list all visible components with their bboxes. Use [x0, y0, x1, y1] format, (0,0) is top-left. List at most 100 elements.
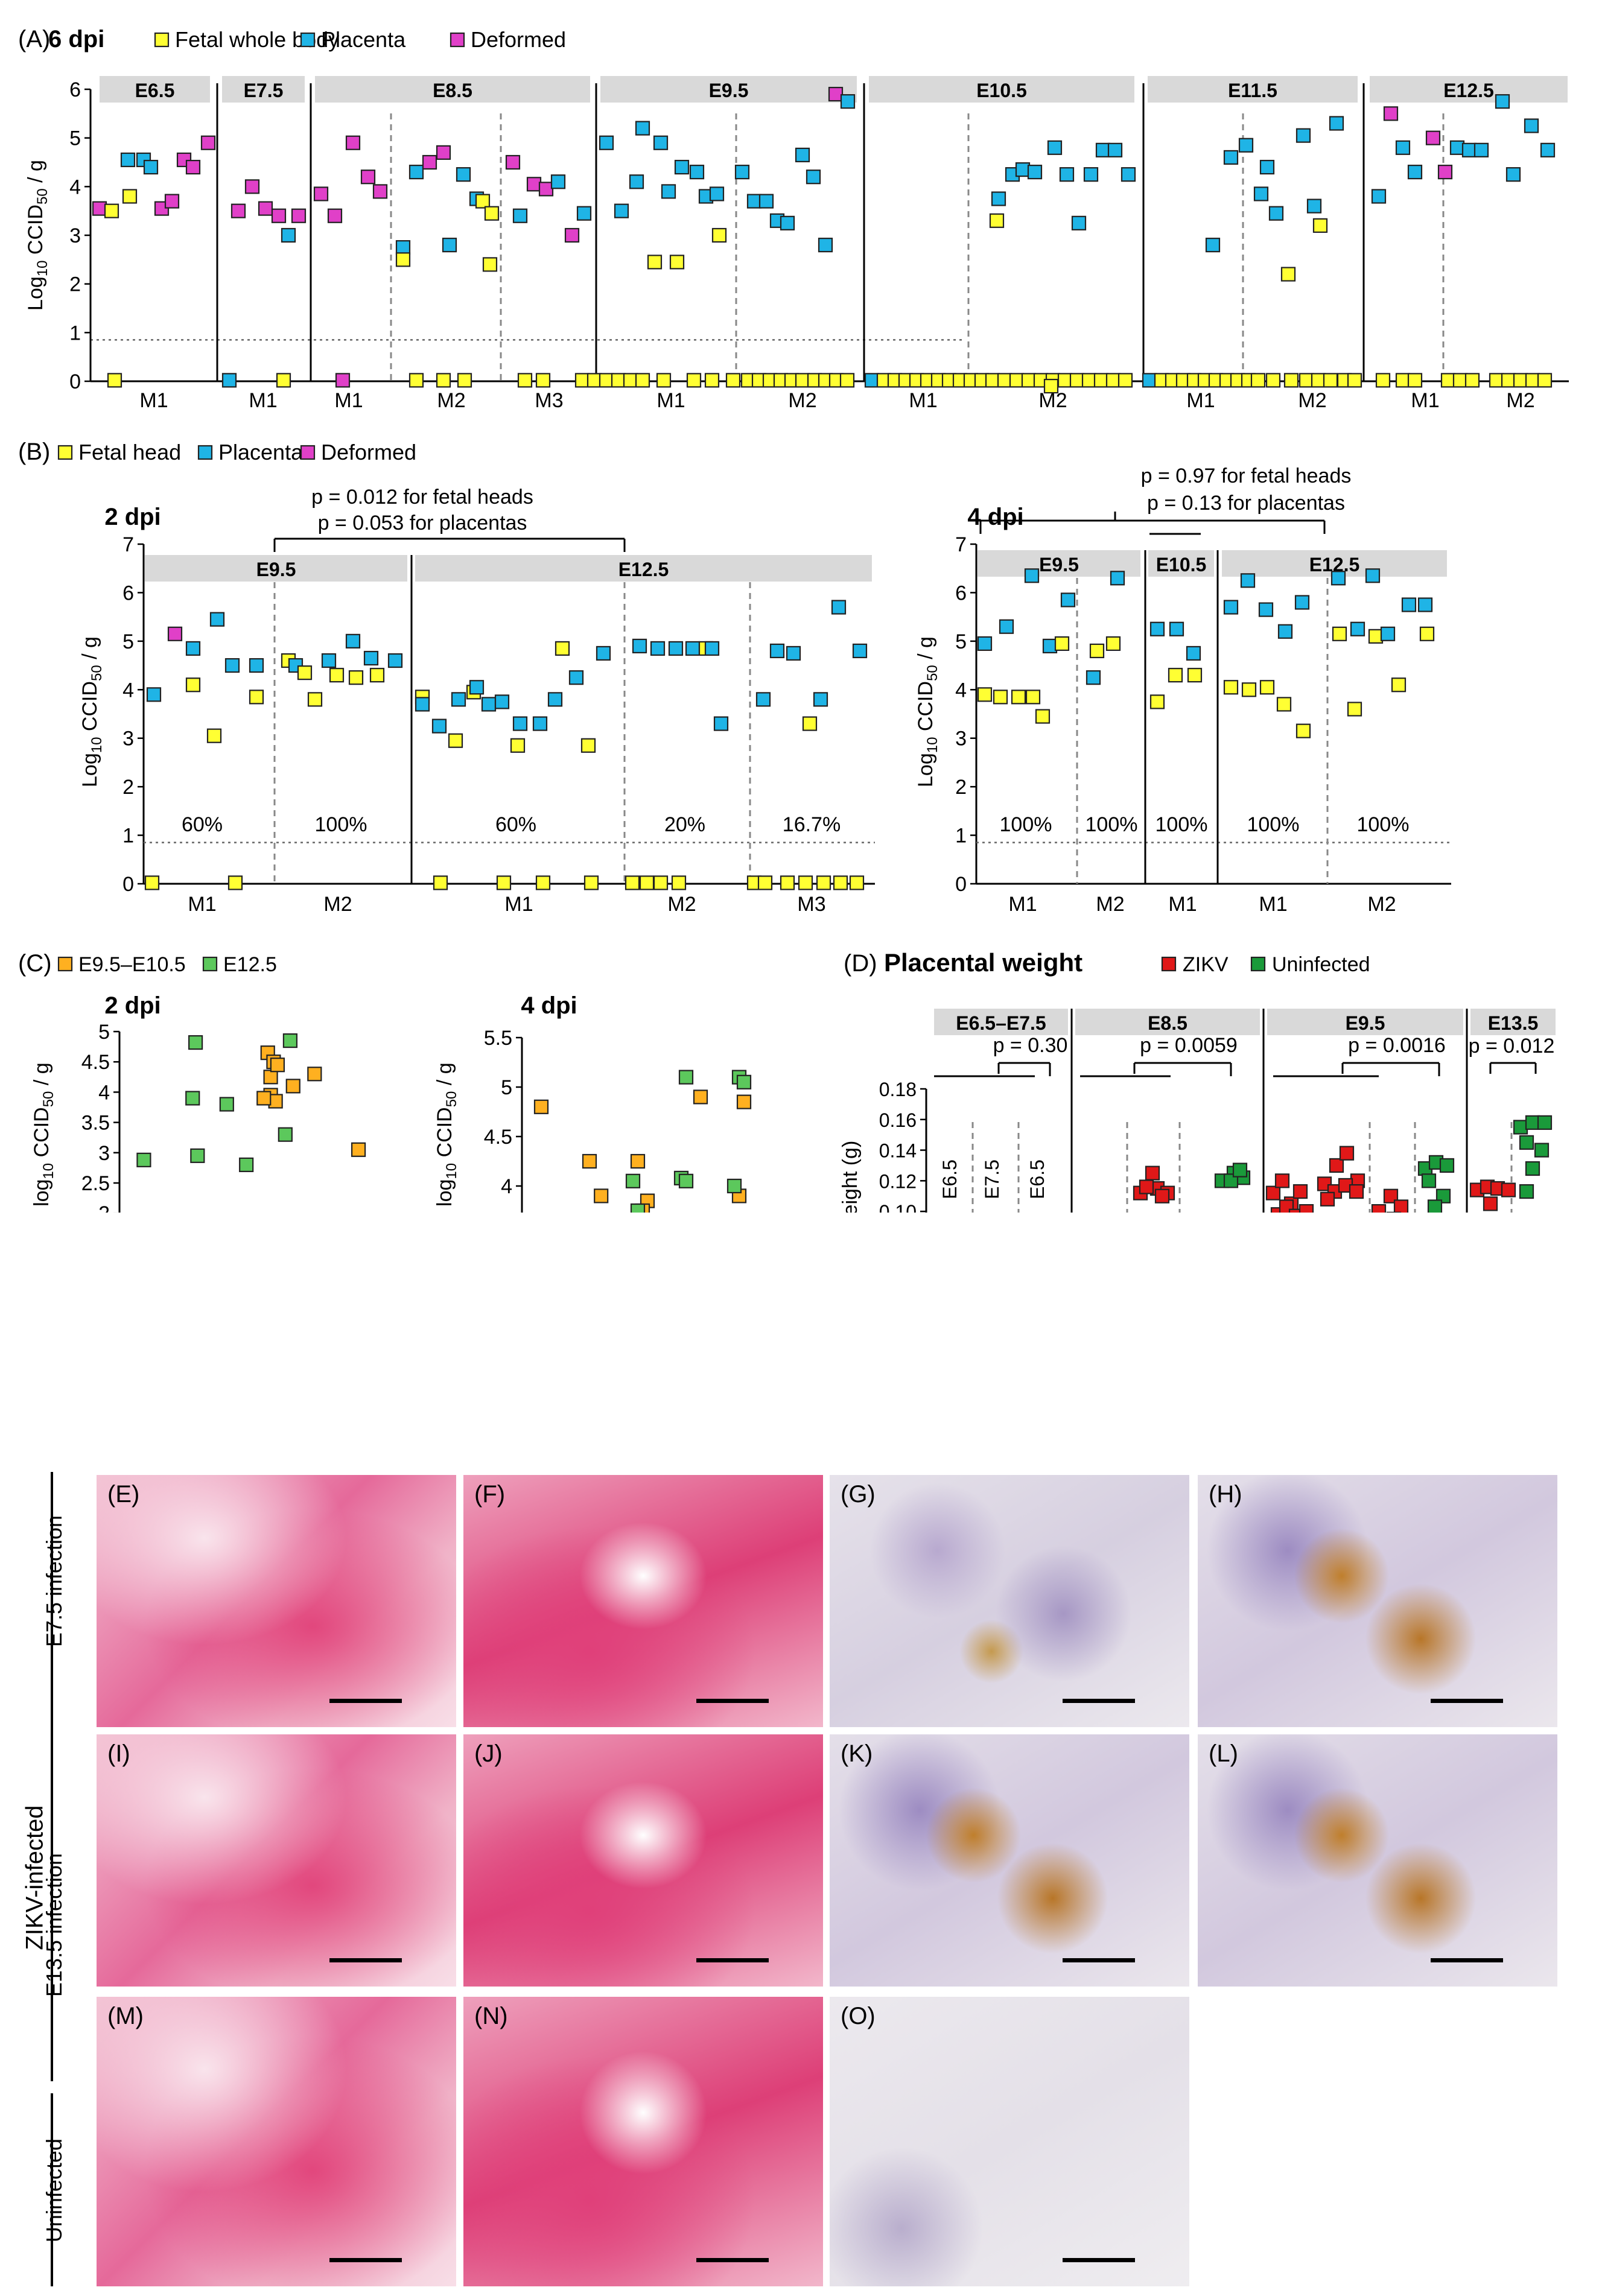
panel-b4-stat-0: p = 0.97 for fetal heads [1141, 465, 1352, 487]
panel-b2-point [685, 641, 701, 656]
panel-b2-point [345, 633, 361, 649]
panel-b4-point [977, 636, 993, 651]
scale-bar [696, 2258, 769, 2262]
panel-c4-y-tick-label: 5 [501, 1076, 512, 1099]
histology-label-k: (K) [841, 1740, 873, 1767]
panel-a-point [709, 186, 725, 201]
panel-b2-point [448, 733, 463, 748]
panel-a-point [244, 179, 260, 194]
scale-bar [1431, 1958, 1503, 1962]
panel-b2-y-tick-label: 4 [122, 679, 134, 702]
panel-b4-point [1417, 597, 1433, 612]
panel-a-letter: (A) [18, 26, 50, 52]
histology-label-j: (J) [474, 1740, 503, 1767]
panel-b4-point [1223, 600, 1239, 615]
panel-a-point [614, 203, 629, 218]
panel-d-point [1329, 1158, 1344, 1173]
panel-b2-y-tick-label: 7 [122, 533, 134, 556]
panel-c-legend-marker-1 [202, 956, 218, 972]
panel-b4-point [1168, 668, 1183, 683]
zikv-bracket-line [51, 1472, 53, 2081]
panel-d-point [1525, 1115, 1540, 1130]
panel-b2-point [146, 687, 162, 702]
panel-a-point [360, 170, 376, 185]
panel-a-point [1259, 159, 1275, 175]
panel-b4-point [1060, 592, 1076, 607]
panel-a-mouse-3: M2 [437, 389, 465, 412]
panel-a-zero-point [1395, 373, 1411, 388]
panel-a-point [1425, 130, 1441, 145]
panel-a-stage-6-label: E12.5 [1443, 80, 1494, 101]
panel-c4-y-tick-label: 4 [501, 1175, 512, 1198]
panel-b4-point [1419, 626, 1435, 641]
panel-d-y-tick-label: 0.14 [879, 1140, 917, 1162]
panel-a-point [1505, 167, 1521, 182]
panel-c4-point-1 [630, 1203, 646, 1213]
panel-d-g1-p: p = 0.0059 [1140, 1034, 1238, 1057]
panel-b4-stat-1: p = 0.13 for placentas [1147, 492, 1345, 515]
panel-c2-point-1 [190, 1148, 205, 1163]
panel-b2-y-tick-label: 3 [122, 728, 134, 750]
panel-b2-zero-point [496, 875, 512, 890]
panel-a-point [689, 165, 705, 180]
panel-a-zero-point [1093, 373, 1109, 388]
panel-a-stage-5-band [1148, 76, 1358, 103]
histology-label-f: (F) [474, 1481, 506, 1508]
row-label-e7: E7.5 infection [42, 1515, 66, 1647]
panel-b2-point [321, 653, 337, 668]
panel-b2-y-tick-label: 6 [122, 582, 134, 604]
panel-a-point [734, 165, 750, 180]
panel-a-zero-point [221, 373, 237, 388]
panel-d-point [1421, 1173, 1437, 1188]
panel-b2-stage-1-band [415, 555, 872, 582]
panel-a-point [806, 170, 821, 185]
panel-a-zero-point [997, 373, 1012, 388]
panel-a-point [629, 174, 644, 189]
panel-b4-point [1365, 568, 1381, 583]
panel-a-zero-point [1069, 373, 1085, 388]
panel-c2-y-tick-label: 5 [98, 1021, 110, 1044]
panel-b2-point [451, 692, 466, 707]
panel-b2-title: 2 dpi [104, 504, 161, 530]
panel-d-point [1525, 1161, 1540, 1176]
scale-bar [329, 1699, 402, 1703]
panel-d-point [1270, 1207, 1286, 1213]
panel-b2-zero-point [798, 875, 813, 890]
scale-bar [329, 2258, 402, 2262]
panel-b2-point [580, 738, 596, 753]
panel-a-zero-point [795, 373, 810, 388]
panel-a-zero-point [1489, 373, 1504, 388]
panel-b2-point [786, 645, 801, 661]
panel-b2-point [512, 716, 528, 731]
scale-bar [1063, 1699, 1135, 1703]
panel-a-zero-point [864, 373, 880, 388]
panel-a-point [1312, 218, 1328, 233]
panel-d-sublabel-2: E6.5 [1026, 1159, 1048, 1199]
panel-b2-zero-point [227, 875, 243, 890]
panel-a-point [1407, 165, 1423, 180]
panel-a-legend-1: Placenta [321, 27, 406, 52]
panel-a-legend-marker-1 [300, 32, 316, 48]
panel-a-y-tick-label: 3 [69, 224, 81, 247]
panel-b2-point [167, 626, 183, 641]
panel-a-point [576, 206, 592, 221]
panel-c2-point-1 [239, 1157, 254, 1172]
panel-a-point [1121, 167, 1136, 182]
panel-b2-y-tick-label: 2 [122, 776, 134, 799]
panel-b4-point [1149, 694, 1165, 709]
panel-c4-point-1 [625, 1173, 641, 1188]
panel-b2-percent-3: 20% [664, 813, 705, 836]
panel-b-letter: (B) [18, 439, 50, 465]
panel-a-zero-point [839, 373, 855, 388]
histology-panel-h: (H) [1198, 1475, 1557, 1727]
panel-a-point [271, 208, 287, 223]
histology-label-o: (O) [841, 2003, 876, 2029]
row-label-e13: E13.5 infection [42, 1853, 66, 1997]
panel-b4-point [1332, 626, 1347, 641]
panel-a-point [1449, 140, 1465, 155]
panel-a-mouse-0: M1 [139, 389, 168, 412]
panel-a-point [258, 201, 273, 216]
panel-b4-y-tick-label: 5 [955, 630, 967, 653]
panel-a-zero-point [1265, 373, 1281, 388]
